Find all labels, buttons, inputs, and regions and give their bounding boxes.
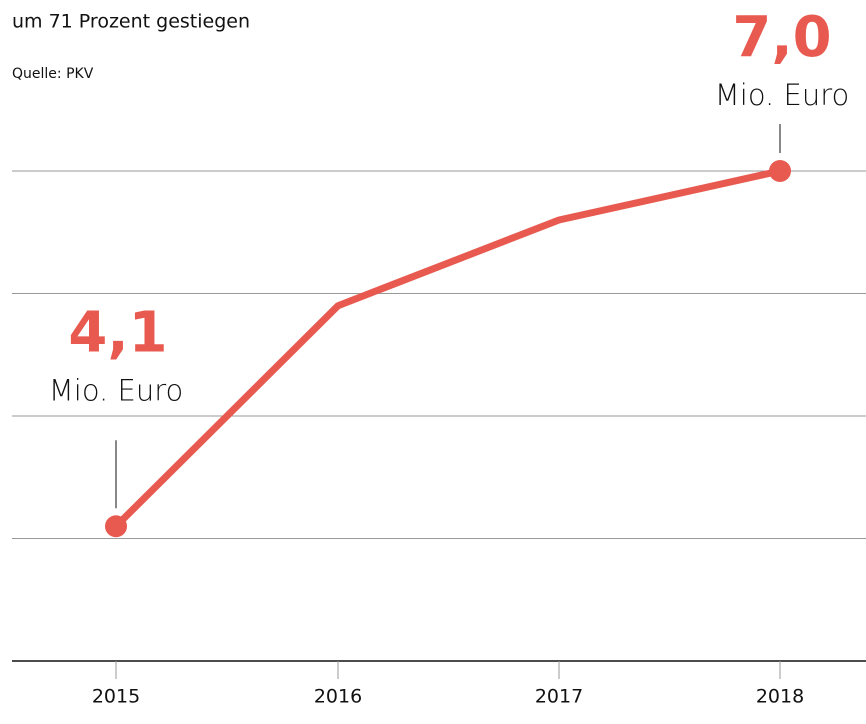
value-unit: Mio. Euro <box>49 373 183 407</box>
data-line <box>113 167 781 529</box>
data-point <box>105 515 127 538</box>
x-tick-label: 2015 <box>92 686 140 708</box>
value-label: 4,1 <box>68 300 167 365</box>
chart-subtitle: um 71 Prozent gestiegen <box>12 11 250 33</box>
value-unit: Mio. Euro <box>715 78 849 112</box>
x-tick-label: 2017 <box>535 686 583 708</box>
value-label: 7,0 <box>732 5 831 70</box>
x-tick-label: 2018 <box>756 686 804 708</box>
chart-source: Quelle: PKV <box>12 66 94 82</box>
data-point <box>769 160 791 182</box>
x-tick-label: 2016 <box>314 686 362 708</box>
